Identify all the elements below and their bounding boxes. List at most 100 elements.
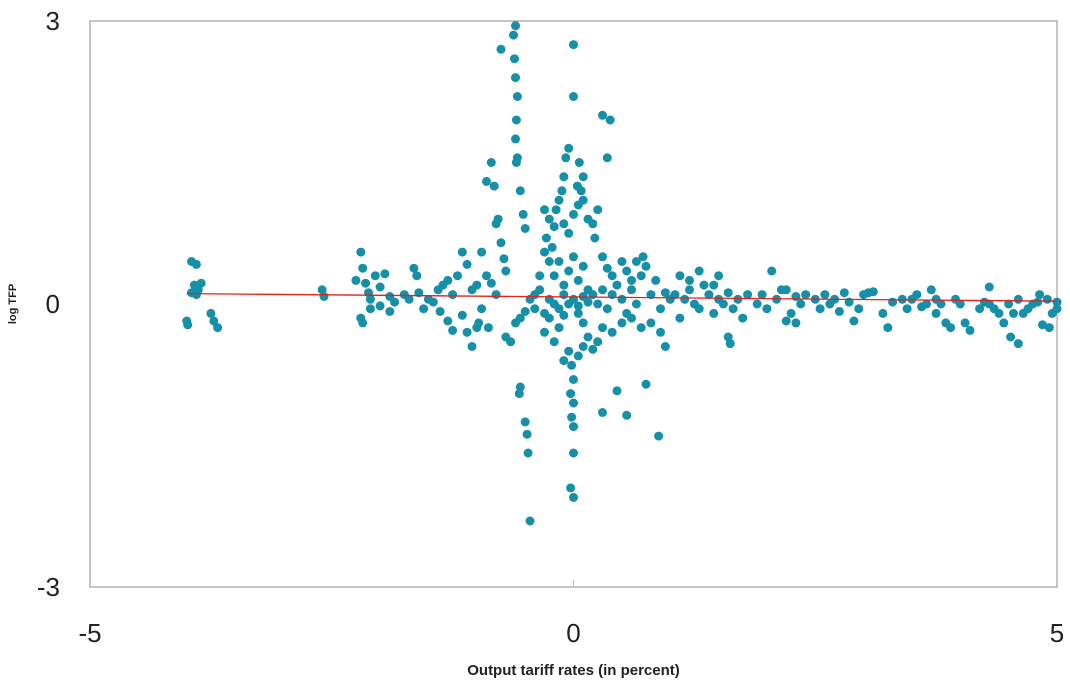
data-point xyxy=(482,176,491,186)
data-point xyxy=(607,327,617,337)
data-point xyxy=(573,275,583,285)
data-point xyxy=(646,290,656,300)
data-point xyxy=(1044,323,1054,333)
data-point xyxy=(578,261,588,271)
data-point xyxy=(540,308,549,318)
data-point xyxy=(931,294,941,304)
data-point xyxy=(801,290,811,300)
data-point xyxy=(883,323,893,333)
data-point xyxy=(511,158,521,167)
data-point xyxy=(511,134,520,144)
data-point xyxy=(375,301,385,311)
x-axis-title: Output tariff rates (in percent) xyxy=(467,662,680,679)
data-point xyxy=(926,285,936,295)
data-point xyxy=(435,307,445,316)
data-point xyxy=(206,308,216,318)
data-point xyxy=(535,271,545,281)
data-point xyxy=(922,299,931,309)
x-tick-label-right: 5 xyxy=(1050,618,1064,648)
data-point xyxy=(573,308,583,318)
data-point xyxy=(361,278,371,288)
data-point xyxy=(518,209,528,219)
data-point xyxy=(762,304,772,314)
data-point xyxy=(955,299,965,309)
data-point xyxy=(656,327,665,337)
data-point xyxy=(358,318,368,328)
data-point xyxy=(351,275,361,285)
data-point xyxy=(946,323,956,333)
data-point xyxy=(641,261,651,271)
data-point xyxy=(499,254,509,264)
data-point xyxy=(520,417,530,427)
data-point xyxy=(984,282,994,292)
data-point xyxy=(725,339,735,349)
data-point xyxy=(496,44,506,54)
data-point xyxy=(675,313,685,323)
data-point xyxy=(627,275,636,285)
data-point xyxy=(486,278,496,288)
data-point xyxy=(472,280,482,290)
data-point xyxy=(569,492,578,502)
data-point xyxy=(540,247,549,257)
data-point xyxy=(660,288,670,298)
data-point xyxy=(506,337,516,347)
data-point xyxy=(375,282,385,292)
data-point xyxy=(675,271,685,281)
data-point xyxy=(414,288,424,298)
data-point xyxy=(515,186,525,196)
data-point xyxy=(709,280,719,290)
data-point xyxy=(612,386,622,396)
data-point xyxy=(569,209,578,219)
data-point xyxy=(557,186,567,196)
data-point xyxy=(569,40,578,50)
data-point xyxy=(428,297,438,307)
data-point xyxy=(486,158,496,167)
data-point xyxy=(641,379,651,389)
data-point xyxy=(622,410,632,420)
x-tick-label-center: 0 xyxy=(566,618,580,648)
data-point xyxy=(714,271,724,281)
data-point xyxy=(559,310,569,320)
data-point xyxy=(593,205,603,215)
data-point xyxy=(559,356,569,366)
data-point xyxy=(694,266,704,276)
data-point xyxy=(718,299,728,309)
data-point xyxy=(457,247,467,257)
data-point xyxy=(572,181,582,191)
data-point xyxy=(578,195,588,205)
data-point xyxy=(453,271,462,281)
data-point xyxy=(670,290,680,300)
data-point xyxy=(868,287,878,297)
data-point xyxy=(704,290,714,300)
data-point xyxy=(1006,332,1016,342)
data-point xyxy=(786,308,796,318)
data-point xyxy=(622,266,632,276)
data-point xyxy=(598,323,607,333)
data-point xyxy=(569,398,578,408)
data-point xyxy=(1013,294,1023,304)
data-points xyxy=(182,21,1062,526)
data-point xyxy=(834,307,844,316)
data-point xyxy=(380,269,390,279)
data-point xyxy=(540,205,549,215)
data-point xyxy=(796,299,806,309)
data-point xyxy=(209,316,219,326)
data-point xyxy=(419,304,429,314)
data-point xyxy=(443,275,453,285)
data-point xyxy=(602,263,612,273)
data-point xyxy=(617,318,627,328)
data-point xyxy=(975,304,985,314)
data-point xyxy=(723,288,733,298)
y-axis-title: log TFP xyxy=(7,284,19,324)
data-point xyxy=(605,115,615,125)
y-tick-label-bottom: -3 xyxy=(37,572,60,602)
data-point xyxy=(569,375,578,384)
data-point xyxy=(573,351,583,361)
data-point xyxy=(509,30,518,40)
data-point xyxy=(631,299,641,309)
data-point xyxy=(489,181,499,191)
data-point xyxy=(602,153,612,163)
data-point xyxy=(512,92,522,101)
data-point xyxy=(791,292,801,301)
